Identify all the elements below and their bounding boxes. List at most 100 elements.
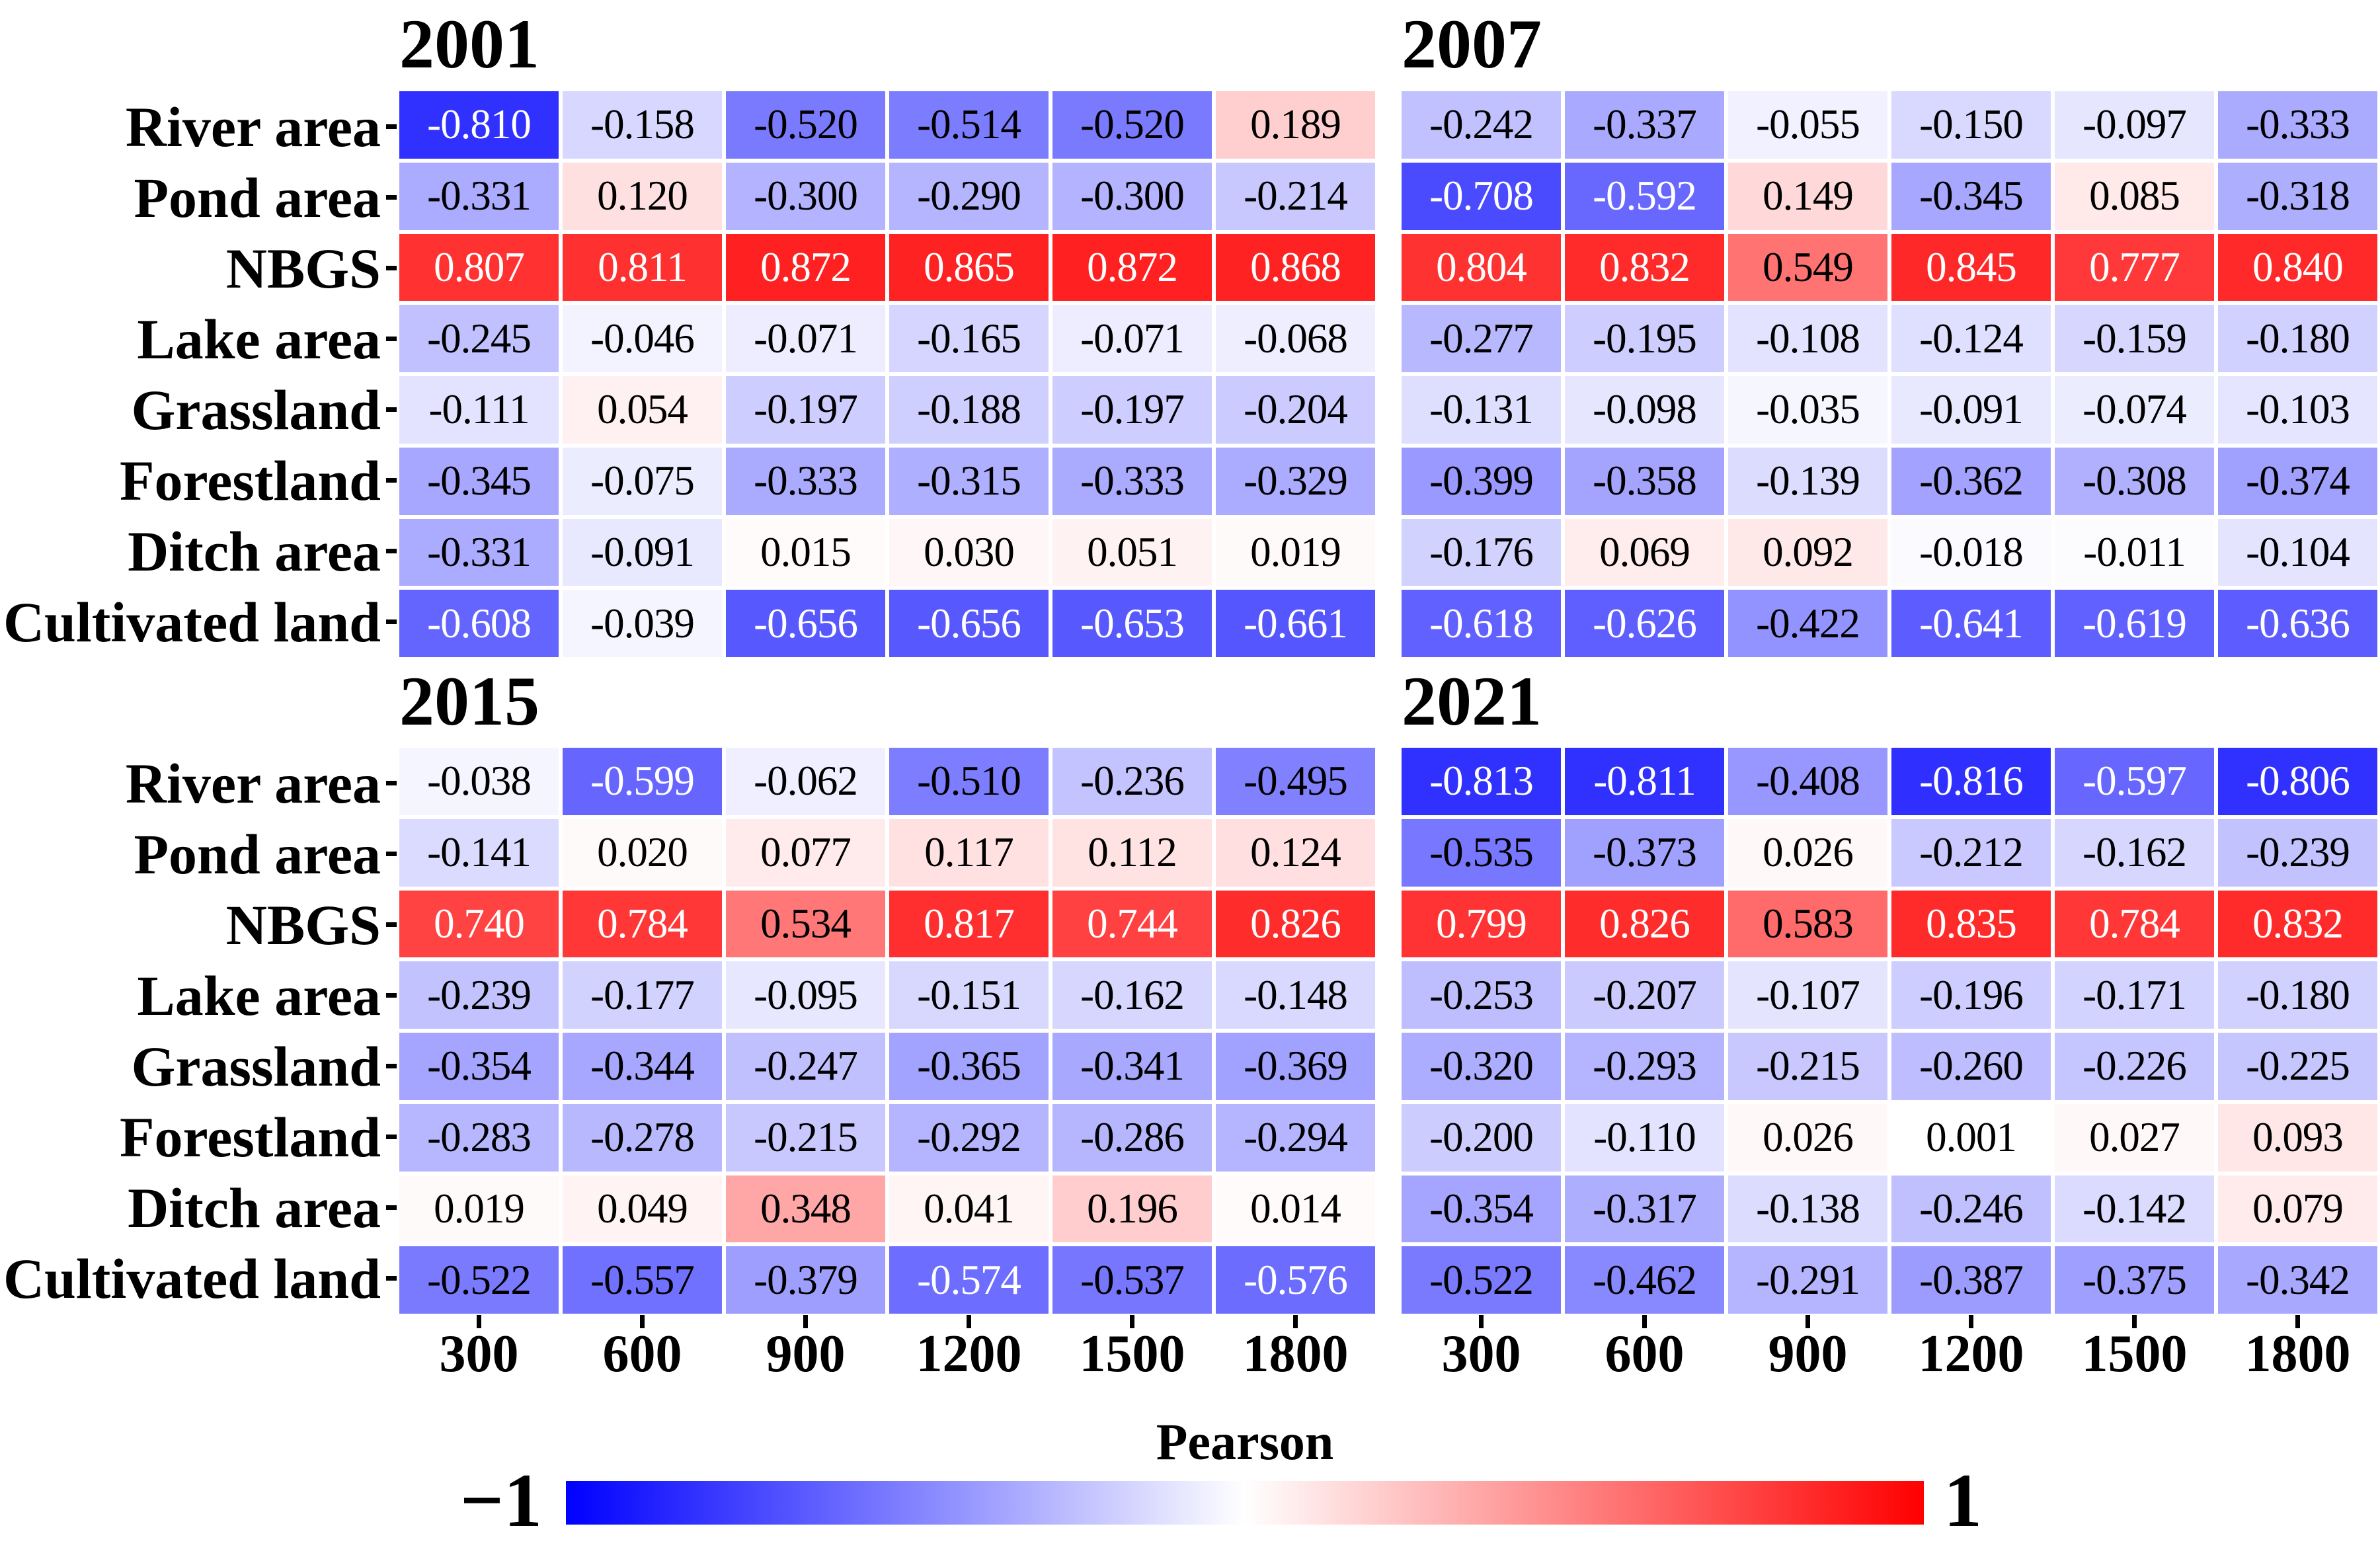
heatmap-cell: -0.107 bbox=[1728, 961, 1887, 1029]
y-axis-row: Grassland bbox=[0, 374, 397, 445]
heatmap-cell: 0.015 bbox=[726, 518, 885, 586]
heatmap-cell: -0.165 bbox=[889, 305, 1049, 372]
y-tick-mark bbox=[386, 1064, 397, 1068]
heatmap-cell: 0.026 bbox=[1728, 1103, 1887, 1172]
heatmap-cell: -0.337 bbox=[1565, 91, 1724, 159]
heatmap-cell: -0.074 bbox=[2055, 376, 2214, 444]
heatmap-cell: -0.097 bbox=[2055, 91, 2214, 159]
heatmap-cell: 0.077 bbox=[726, 818, 885, 887]
heatmap-cell: -0.278 bbox=[563, 1103, 722, 1172]
heatmap-cell: -0.180 bbox=[2218, 961, 2377, 1029]
heatmap-cell: -0.068 bbox=[1216, 305, 1375, 372]
heatmap-cell: -0.342 bbox=[2218, 1246, 2377, 1314]
heatmap-cell: 0.019 bbox=[399, 1175, 559, 1243]
heatmap-cell: -0.253 bbox=[1402, 961, 1561, 1029]
heatmap-cell: -0.576 bbox=[1216, 1246, 1375, 1314]
heatmap-cell: -0.813 bbox=[1402, 748, 1561, 815]
heatmap-cell: 0.865 bbox=[889, 233, 1049, 301]
heatmap-cell: -0.520 bbox=[726, 91, 885, 159]
heatmap-cell: -0.245 bbox=[399, 305, 559, 372]
y-tick-mark bbox=[386, 549, 397, 553]
y-axis-row: Forestland bbox=[0, 445, 397, 516]
y-axis-row: Lake area bbox=[0, 303, 397, 374]
y-axis-row: River area bbox=[0, 91, 397, 162]
heatmap-cell: -0.046 bbox=[563, 305, 722, 372]
heatmap-cell: -0.661 bbox=[1216, 590, 1375, 657]
x-axis-label: 900 bbox=[766, 1325, 846, 1383]
heatmap-cell: -0.522 bbox=[399, 1246, 559, 1314]
heatmap-cell: -0.365 bbox=[889, 1033, 1049, 1100]
y-tick-mark bbox=[386, 993, 397, 998]
heatmap-cell: -0.071 bbox=[1052, 305, 1212, 372]
heatmap-cell: -0.358 bbox=[1565, 447, 1724, 515]
heatmap-cell: -0.195 bbox=[1565, 305, 1724, 372]
heatmap-cell: 0.030 bbox=[889, 518, 1049, 586]
heatmap-cell: -0.142 bbox=[2055, 1175, 2214, 1243]
heatmap-2015: -0.038 -0.599 -0.062 -0.510 -0.236 -0.495 -0.1… bbox=[399, 748, 1375, 1314]
x-axis-label: 1800 bbox=[2244, 1325, 2351, 1383]
heatmap-cell: -0.618 bbox=[1402, 590, 1561, 657]
heatmap-cell: -0.277 bbox=[1402, 305, 1561, 372]
heatmap-cell: -0.110 bbox=[1565, 1103, 1724, 1172]
heatmap-cell: -0.075 bbox=[563, 447, 722, 515]
heatmap-cell: -0.242 bbox=[1402, 91, 1561, 159]
heatmap-cell: 0.027 bbox=[2055, 1103, 2214, 1172]
heatmap-cell: 0.817 bbox=[889, 890, 1049, 958]
colorbar-min-label: −1 bbox=[459, 1458, 542, 1543]
x-tick-mark bbox=[1479, 1315, 1484, 1328]
heatmap-cell: -0.806 bbox=[2218, 748, 2377, 815]
heatmap-cell: -0.462 bbox=[1565, 1246, 1724, 1314]
heatmap-cell: -0.331 bbox=[399, 162, 559, 230]
heatmap-cell: -0.103 bbox=[2218, 376, 2377, 444]
x-axis-label: 1200 bbox=[916, 1325, 1022, 1383]
heatmap-cell: -0.176 bbox=[1402, 518, 1561, 586]
x-tick-mark bbox=[1130, 1315, 1134, 1328]
x-tick-mark bbox=[1642, 1315, 1647, 1328]
heatmap-cell: 0.041 bbox=[889, 1175, 1049, 1243]
heatmap-cell: -0.308 bbox=[2055, 447, 2214, 515]
heatmap-cell: -0.095 bbox=[726, 961, 885, 1029]
x-tick-mark bbox=[640, 1315, 645, 1328]
heatmap-cell: -0.177 bbox=[563, 961, 722, 1029]
heatmap-cell: -0.816 bbox=[1891, 748, 2051, 815]
heatmap-cell: -0.011 bbox=[2055, 518, 2214, 586]
heatmap-cell: 0.020 bbox=[563, 818, 722, 887]
heatmap-cell: -0.292 bbox=[889, 1103, 1049, 1172]
heatmap-cell: -0.341 bbox=[1052, 1033, 1212, 1100]
heatmap-cell: -0.333 bbox=[2218, 91, 2377, 159]
heatmap-cell: -0.098 bbox=[1565, 376, 1724, 444]
heatmap-cell: 0.001 bbox=[1891, 1103, 2051, 1172]
heatmap-cell: -0.239 bbox=[399, 961, 559, 1029]
heatmap-cell: -0.215 bbox=[726, 1103, 885, 1172]
y-axis-row: NBGS bbox=[0, 889, 397, 960]
heatmap-cell: -0.283 bbox=[399, 1103, 559, 1172]
x-tick-mark bbox=[1969, 1315, 1973, 1328]
heatmap-cell: -0.369 bbox=[1216, 1033, 1375, 1100]
heatmap-cell: -0.204 bbox=[1216, 376, 1375, 444]
heatmap-cell: -0.162 bbox=[1052, 961, 1212, 1029]
heatmap-cell: -0.510 bbox=[889, 748, 1049, 815]
heatmap-cell: -0.293 bbox=[1565, 1033, 1724, 1100]
x-axis-label: 900 bbox=[1768, 1325, 1848, 1383]
heatmap-cell: -0.290 bbox=[889, 162, 1049, 230]
x-axis-label: 1200 bbox=[1918, 1325, 2024, 1383]
heatmap-cell: -0.636 bbox=[2218, 590, 2377, 657]
y-axis-row: Ditch area bbox=[0, 516, 397, 586]
heatmap-cell: -0.247 bbox=[726, 1033, 885, 1100]
y-tick-mark bbox=[386, 1135, 397, 1139]
x-axis-label: 600 bbox=[602, 1325, 682, 1383]
heatmap-cell: -0.197 bbox=[1052, 376, 1212, 444]
heatmap-cell: -0.091 bbox=[563, 518, 722, 586]
x-tick-mark bbox=[803, 1315, 808, 1328]
heatmap-cell: -0.399 bbox=[1402, 447, 1561, 515]
y-axis-label: Forestland bbox=[120, 448, 381, 512]
heatmap-2021: -0.813 -0.811 -0.408 -0.816 -0.597 -0.806 -0.5… bbox=[1402, 748, 2377, 1314]
heatmap-cell: 0.777 bbox=[2055, 233, 2214, 301]
heatmap-cell: -0.537 bbox=[1052, 1246, 1212, 1314]
heatmap-cell: -0.188 bbox=[889, 376, 1049, 444]
heatmap-cell: -0.344 bbox=[563, 1033, 722, 1100]
heatmap-cell: 0.348 bbox=[726, 1175, 885, 1243]
heatmap-cell: -0.111 bbox=[399, 376, 559, 444]
heatmap-cell: -0.197 bbox=[726, 376, 885, 444]
heatmap-cell: 0.840 bbox=[2218, 233, 2377, 301]
